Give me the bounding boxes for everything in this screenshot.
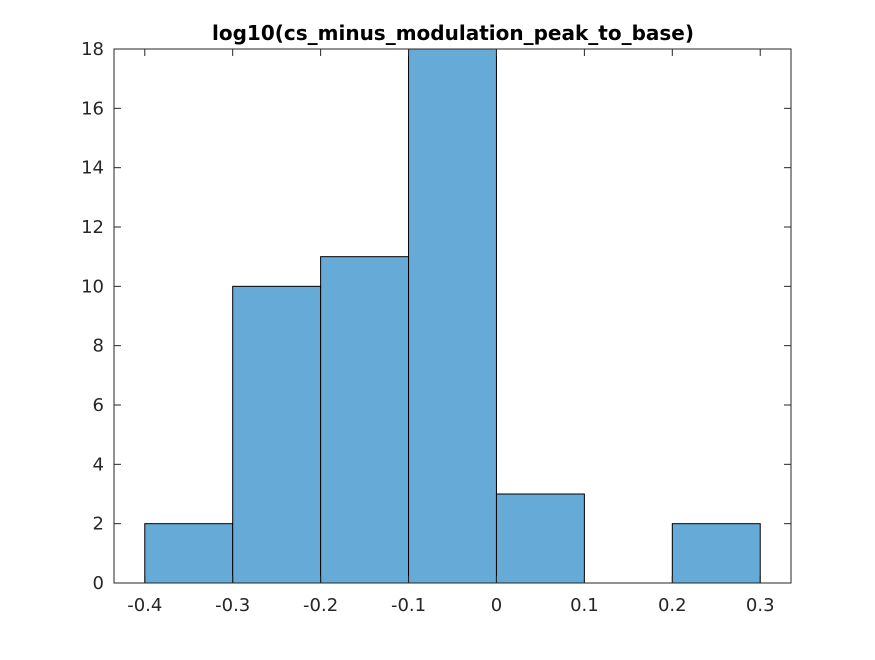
x-tick-label: -0.2 [303, 595, 338, 616]
chart-title: log10(cs_minus_modulation_peak_to_base) [212, 21, 694, 45]
y-tick-label: 0 [93, 573, 104, 594]
y-tick-label: 4 [93, 454, 104, 475]
x-tick-label: 0.1 [570, 595, 599, 616]
histogram-bar-0 [144, 523, 234, 584]
x-tick-label: -0.4 [127, 595, 162, 616]
y-tick-label: 10 [81, 276, 104, 297]
y-tick-label: 18 [81, 39, 104, 60]
y-tick-label: 14 [81, 158, 104, 179]
histogram-bar-4 [495, 493, 585, 584]
x-axis: -0.4 -0.3 -0.2 -0.1 0 0.1 0.2 0.3 [127, 49, 775, 616]
histogram-bar-2 [320, 256, 410, 584]
x-tick-label: 0.3 [746, 595, 775, 616]
histogram-bar-3 [408, 48, 497, 584]
y-axis: 0 2 4 6 8 10 12 14 16 18 [81, 39, 791, 594]
x-tick-label: -0.1 [391, 595, 426, 616]
histogram-bar-1 [232, 285, 322, 584]
bars-group [144, 48, 761, 584]
x-tick-label: -0.3 [215, 595, 250, 616]
y-tick-label: 16 [81, 98, 104, 119]
x-tick-label: 0 [491, 595, 502, 616]
y-tick-label: 12 [81, 217, 104, 238]
y-tick-label: 8 [93, 336, 104, 357]
histogram-bar-6 [671, 523, 761, 584]
axes-box [113, 48, 792, 584]
x-tick-label: 0.2 [658, 595, 687, 616]
y-tick-label: 2 [93, 514, 104, 535]
y-tick-label: 6 [93, 395, 104, 416]
